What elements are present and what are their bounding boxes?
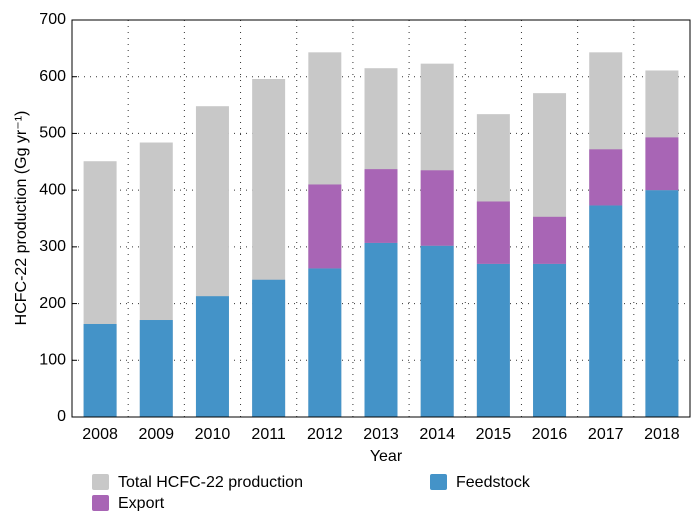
bar-feedstock xyxy=(589,205,623,417)
bar-feedstock xyxy=(195,296,229,417)
x-tick-label: 2009 xyxy=(138,426,174,443)
x-axis-label: Year xyxy=(370,448,403,465)
bar-feedstock xyxy=(645,190,679,417)
y-tick-label: 400 xyxy=(39,181,66,198)
bar-feedstock xyxy=(83,323,117,417)
y-axis-label: HCFC-22 production (Gg yr⁻¹) xyxy=(13,111,30,326)
y-tick-label: 300 xyxy=(39,238,66,255)
x-tick-label: 2012 xyxy=(307,426,343,443)
bar-export xyxy=(308,184,342,269)
legend-label: Feedstock xyxy=(456,474,531,491)
x-tick-label: 2008 xyxy=(82,426,118,443)
bar-export xyxy=(645,137,679,191)
y-tick-label: 200 xyxy=(39,295,66,312)
x-tick-label: 2010 xyxy=(195,426,231,443)
bar-feedstock xyxy=(252,279,286,417)
x-tick-label: 2015 xyxy=(476,426,512,443)
bar-feedstock xyxy=(308,268,342,417)
x-tick-label: 2011 xyxy=(251,426,286,443)
legend-swatch xyxy=(430,474,447,490)
bar-feedstock xyxy=(420,245,454,417)
x-tick-label: 2013 xyxy=(363,426,399,443)
legend-swatch xyxy=(92,495,109,511)
y-tick-label: 100 xyxy=(39,352,66,369)
y-tick-label: 700 xyxy=(39,11,66,28)
bar-export xyxy=(476,201,510,264)
bar-export xyxy=(533,216,567,264)
legend-label: Export xyxy=(118,495,165,511)
y-tick-label: 600 xyxy=(39,68,66,85)
bar-feedstock xyxy=(476,263,510,417)
x-tick-label: 2018 xyxy=(644,426,680,443)
plot-frame xyxy=(71,19,691,418)
x-tick-label: 2014 xyxy=(419,426,455,443)
legend-swatch xyxy=(92,474,109,490)
bar-export xyxy=(420,170,454,246)
y-tick-label: 500 xyxy=(39,125,66,142)
bar-feedstock xyxy=(533,263,567,417)
x-tick-label: 2016 xyxy=(532,426,568,443)
bar-feedstock xyxy=(139,320,173,417)
y-tick-label: 0 xyxy=(57,408,66,425)
bar-feedstock xyxy=(364,242,398,417)
bar-export xyxy=(589,149,623,206)
legend-label: Total HCFC-22 production xyxy=(118,474,303,491)
bar-export xyxy=(364,169,398,243)
x-tick-label: 2017 xyxy=(588,426,624,443)
